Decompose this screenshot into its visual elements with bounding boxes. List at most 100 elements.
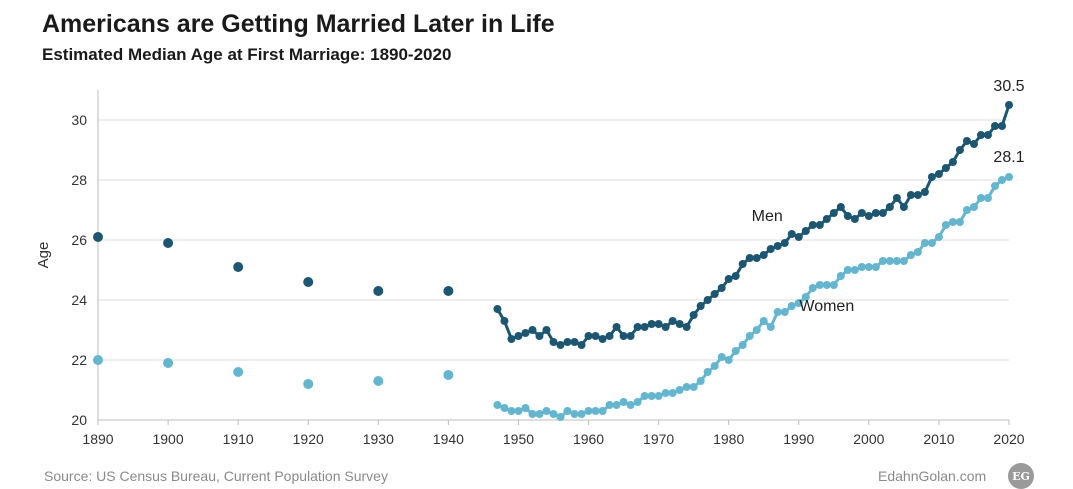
men-point	[731, 272, 740, 280]
women-decennial-point	[233, 367, 244, 377]
women-point	[689, 383, 698, 391]
women-point	[948, 218, 957, 226]
men-point	[584, 332, 593, 340]
men-point	[836, 203, 845, 211]
men-decennial-point	[163, 238, 174, 248]
men-point	[773, 242, 782, 250]
men-series-label: Men	[752, 208, 783, 225]
men-point	[794, 233, 803, 241]
source-note: Source: US Census Bureau, Current Popula…	[44, 468, 388, 484]
men-point	[885, 203, 894, 211]
women-point	[640, 392, 649, 400]
men-point	[528, 326, 537, 334]
women-point	[990, 182, 999, 190]
men-point	[668, 317, 677, 325]
men-point	[570, 338, 579, 346]
eg-logo-icon: EG	[1008, 463, 1034, 489]
women-point	[703, 368, 712, 376]
women-point	[570, 410, 579, 418]
men-point	[598, 335, 607, 343]
men-point	[843, 212, 852, 220]
women-point	[808, 284, 817, 292]
men-point	[640, 323, 649, 331]
y-tick-label: 28	[71, 172, 87, 188]
women-point	[976, 194, 985, 202]
men-point	[766, 245, 775, 253]
men-series-line	[496, 104, 1011, 347]
women-point	[906, 251, 915, 259]
end-value-annotation: 28.1	[993, 149, 1024, 166]
men-point	[535, 332, 544, 340]
x-tick-label: 1900	[152, 431, 183, 447]
men-point	[1005, 101, 1013, 109]
women-point	[661, 389, 670, 397]
men-point	[780, 239, 789, 247]
women-point	[983, 194, 992, 202]
site-credit: EdahnGolan.com	[878, 468, 987, 484]
women-point	[577, 410, 586, 418]
men-point	[948, 158, 957, 166]
women-point	[955, 218, 964, 226]
women-point	[899, 257, 908, 265]
women-point	[871, 263, 880, 271]
women-point	[815, 281, 824, 289]
women-point	[521, 404, 530, 412]
women-point	[745, 332, 754, 340]
women-point	[822, 281, 831, 289]
women-point	[920, 239, 929, 247]
women-point	[717, 353, 726, 361]
women-point	[850, 266, 859, 274]
end-value-annotation: 30.5	[993, 78, 1024, 95]
x-tick-label: 1960	[573, 431, 604, 447]
x-tick-label: 2000	[853, 431, 884, 447]
men-point	[990, 122, 999, 130]
women-point	[941, 221, 950, 229]
chart-subtitle: Estimated Median Age at First Marriage: …	[42, 45, 452, 64]
women-point	[654, 392, 663, 400]
men-point	[871, 209, 880, 217]
x-tick-label: 1910	[223, 431, 254, 447]
women-point	[787, 302, 796, 310]
women-point	[619, 398, 628, 406]
men-point	[619, 332, 628, 340]
women-point	[668, 389, 677, 397]
men-point	[920, 188, 929, 196]
women-point	[878, 257, 887, 265]
women-series-label: Women	[799, 298, 854, 315]
women-point	[507, 407, 516, 415]
men-point	[787, 230, 796, 238]
women-point	[885, 257, 894, 265]
women-point	[780, 308, 789, 316]
y-tick-label: 26	[71, 232, 87, 248]
men-point	[892, 194, 901, 202]
y-tick-label: 24	[71, 292, 87, 308]
women-point	[892, 257, 901, 265]
women-point	[493, 401, 502, 409]
men-point	[493, 305, 502, 313]
women-point	[675, 386, 684, 394]
women-point	[794, 299, 803, 307]
women-point	[556, 413, 565, 421]
men-point	[605, 332, 614, 340]
women-point	[563, 407, 572, 415]
men-point	[738, 260, 747, 268]
men-point	[906, 191, 915, 199]
women-decennial-point	[373, 376, 384, 386]
x-tick-label: 1890	[82, 431, 113, 447]
women-point	[997, 176, 1006, 184]
x-tick-label: 1950	[503, 431, 534, 447]
women-point	[1005, 173, 1013, 181]
women-point	[738, 341, 747, 349]
men-decennial-point	[93, 232, 103, 242]
men-point	[801, 227, 810, 235]
women-point	[584, 407, 593, 415]
women-point	[528, 410, 537, 418]
women-point	[934, 233, 943, 241]
women-point	[696, 377, 705, 385]
x-tick-label: 1970	[643, 431, 674, 447]
men-decennial-point	[373, 286, 384, 296]
women-point	[913, 248, 922, 256]
men-point	[577, 341, 586, 349]
men-point	[913, 191, 922, 199]
